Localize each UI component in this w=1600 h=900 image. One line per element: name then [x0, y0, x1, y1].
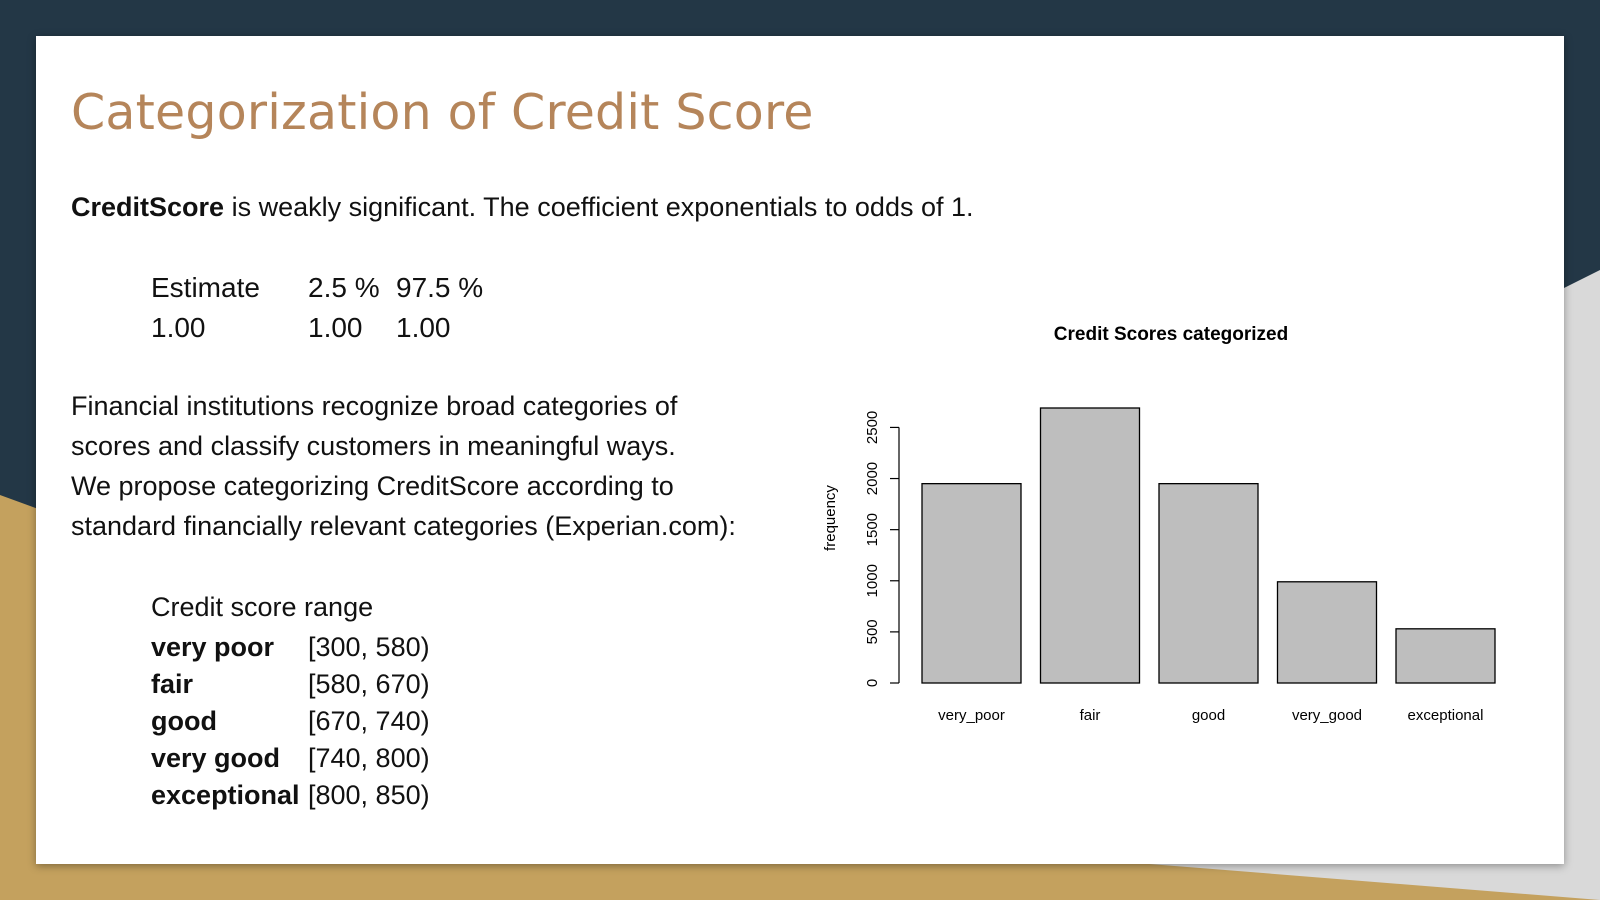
y-tick-label: 0	[864, 679, 881, 687]
coef-header-lower: 2.5 %	[308, 272, 380, 303]
range-row-very-good: very good [740, 800)	[151, 743, 430, 780]
paragraph-line: scores and classify customers in meaning…	[71, 431, 676, 461]
intro-bold-term: CreditScore	[71, 192, 225, 222]
range-value: [580, 670)	[308, 669, 430, 699]
range-row-very-poor: very poor [300, 580)	[151, 632, 430, 669]
coef-value-upper: 1.00	[396, 312, 451, 343]
range-label: very poor	[151, 632, 275, 662]
coef-header-upper: 97.5 %	[396, 272, 484, 303]
range-value: [800, 850)	[308, 780, 430, 810]
intro-text: is weakly significant. The coefficient e…	[224, 192, 974, 222]
x-axis-labels: very_poor fair good very_good exceptional	[938, 707, 1483, 724]
paragraph-line: standard financially relevant categories…	[71, 511, 736, 541]
slide-title: Categorization of Credit Score	[71, 84, 814, 141]
bar-exceptional	[1395, 628, 1496, 684]
range-label: good	[151, 706, 217, 736]
x-tick-label: fair	[1080, 707, 1101, 724]
chart-title: Credit Scores categorized	[1054, 324, 1288, 345]
y-tick-label: 1500	[864, 513, 881, 546]
range-value: [300, 580)	[308, 632, 430, 662]
range-value: [670, 740)	[308, 706, 430, 736]
range-row-exceptional: exceptional [800, 850)	[151, 780, 430, 817]
credit-range-table: Credit score range very poor [300, 580) …	[151, 592, 430, 817]
y-tick-label: 2000	[864, 462, 881, 495]
bar-very-good	[1276, 581, 1378, 684]
y-axis: 0 500 1000 1500 2000 2500	[864, 411, 900, 687]
bar-fair	[1039, 407, 1141, 684]
credit-range-header: Credit score range	[151, 592, 374, 622]
x-tick-label: exceptional	[1408, 707, 1484, 724]
bar-very-poor	[921, 483, 1022, 684]
y-axis-label: frequency	[822, 485, 839, 551]
coef-value-lower: 1.00	[308, 312, 363, 343]
range-value: [740, 800)	[308, 743, 430, 773]
credit-score-bar-chart: Credit Scores categorized frequency 0 500…	[822, 324, 1496, 724]
y-tick-label: 2500	[864, 411, 881, 444]
y-tick-label: 500	[864, 619, 881, 644]
slide-content: Categorization of Credit Score CreditSco…	[36, 36, 1564, 864]
range-label: fair	[151, 669, 194, 699]
x-tick-label: very_poor	[938, 707, 1005, 724]
coef-value-estimate: 1.00	[151, 312, 206, 343]
bar-good	[1158, 483, 1259, 684]
x-tick-label: good	[1192, 707, 1225, 724]
range-label: exceptional	[151, 780, 300, 810]
coef-header-estimate: Estimate	[151, 272, 260, 303]
explanation-paragraph: Financial institutions recognize broad c…	[71, 386, 811, 546]
range-row-fair: fair [580, 670)	[151, 669, 430, 706]
range-label: very good	[151, 743, 281, 773]
range-row-good: good [670, 740)	[151, 706, 430, 743]
paragraph-line: We propose categorizing CreditScore acco…	[71, 471, 674, 501]
intro-sentence: CreditScore is weakly significant. The c…	[71, 192, 974, 223]
bars-group	[921, 407, 1496, 684]
y-tick-label: 1000	[864, 564, 881, 597]
x-tick-label: very_good	[1292, 707, 1362, 724]
paragraph-line: Financial institutions recognize broad c…	[71, 391, 678, 421]
